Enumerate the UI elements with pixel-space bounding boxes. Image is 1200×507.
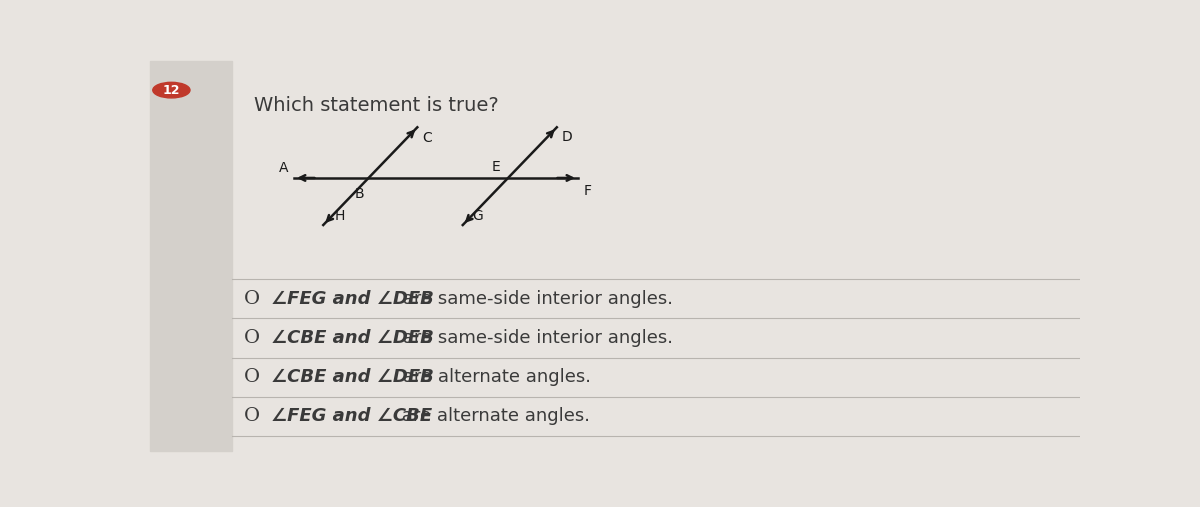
Text: are same-side interior angles.: are same-side interior angles.	[397, 329, 673, 347]
Circle shape	[152, 82, 190, 98]
Text: O: O	[245, 329, 260, 347]
Text: ∠CBE and ∠DEB: ∠CBE and ∠DEB	[271, 368, 433, 386]
Text: C: C	[422, 131, 432, 145]
Text: H: H	[335, 209, 344, 223]
Text: O: O	[245, 368, 260, 386]
Text: F: F	[583, 184, 592, 198]
Text: are alternate angles.: are alternate angles.	[396, 407, 589, 425]
Text: D: D	[562, 130, 572, 144]
Text: ∠FEG and ∠DEB: ∠FEG and ∠DEB	[271, 290, 433, 308]
Text: B: B	[354, 187, 364, 201]
Text: 12: 12	[163, 84, 180, 97]
Bar	[150, 61, 232, 451]
Text: O: O	[245, 290, 260, 308]
Text: ∠FEG and ∠CBE: ∠FEG and ∠CBE	[271, 407, 432, 425]
Text: ∠CBE and ∠DEB: ∠CBE and ∠DEB	[271, 329, 433, 347]
Text: A: A	[280, 161, 288, 175]
Text: Which statement is true?: Which statement is true?	[254, 96, 499, 115]
Text: are same-side interior angles.: are same-side interior angles.	[397, 290, 673, 308]
Text: are alternate angles.: are alternate angles.	[397, 368, 592, 386]
Text: O: O	[245, 407, 260, 425]
Text: E: E	[492, 160, 500, 174]
Text: G: G	[472, 209, 482, 223]
